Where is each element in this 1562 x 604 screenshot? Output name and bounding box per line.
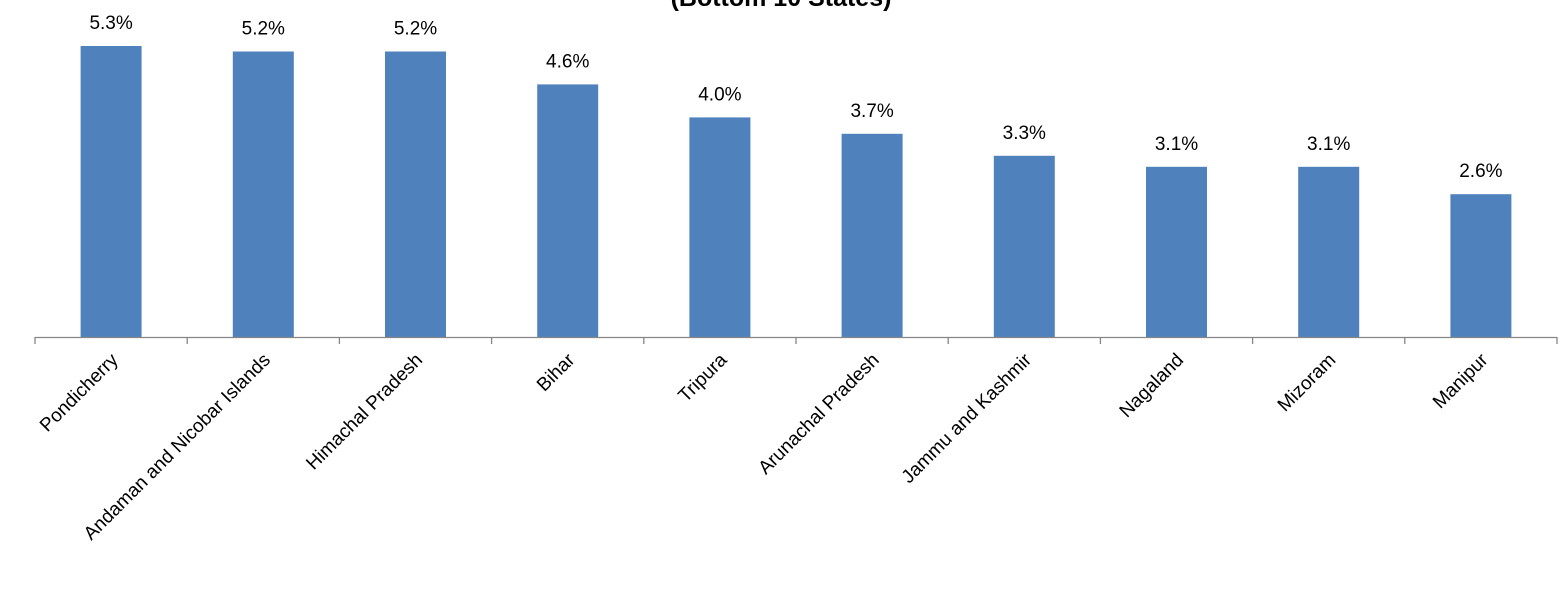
category-label-6: Jammu and Kashmir: [898, 349, 1037, 488]
category-label-7: Nagaland: [1116, 350, 1188, 422]
category-label-2: Himachal Pradesh: [302, 350, 427, 475]
category-label-1: Andaman and Nicobar Islands: [80, 350, 275, 545]
data-label-4: 4.0%: [698, 84, 741, 105]
category-label-3: Bihar: [533, 349, 580, 396]
bar-6: [993, 155, 1055, 337]
bar-3: [537, 84, 599, 338]
data-label-0: 5.3%: [89, 13, 132, 34]
data-label-7: 3.1%: [1155, 134, 1198, 155]
data-label-5: 3.7%: [850, 101, 893, 122]
bar-2: [385, 51, 446, 337]
data-label-8: 3.1%: [1307, 134, 1350, 155]
category-label-9: Manipur: [1429, 349, 1493, 413]
bar-0: [80, 46, 142, 337]
data-label-3: 4.6%: [546, 51, 589, 72]
data-label-2: 5.2%: [394, 19, 437, 40]
bar-8: [1298, 166, 1360, 337]
category-label-0: Pondicherry: [36, 349, 123, 436]
data-label-9: 2.6%: [1459, 161, 1502, 182]
data-label-6: 3.3%: [1003, 123, 1046, 144]
bar-1: [232, 51, 294, 337]
bar-5: [841, 133, 903, 337]
category-label-8: Mizoram: [1274, 350, 1340, 416]
chart-title: (Bottom 10 States): [0, 0, 1562, 14]
bar-9: [1450, 194, 1512, 337]
category-label-4: Tripura: [675, 349, 732, 406]
bar-4: [689, 117, 751, 338]
data-label-1: 5.2%: [242, 19, 285, 40]
bar-7: [1146, 166, 1207, 337]
category-label-5: Arunachal Pradesh: [755, 350, 884, 479]
